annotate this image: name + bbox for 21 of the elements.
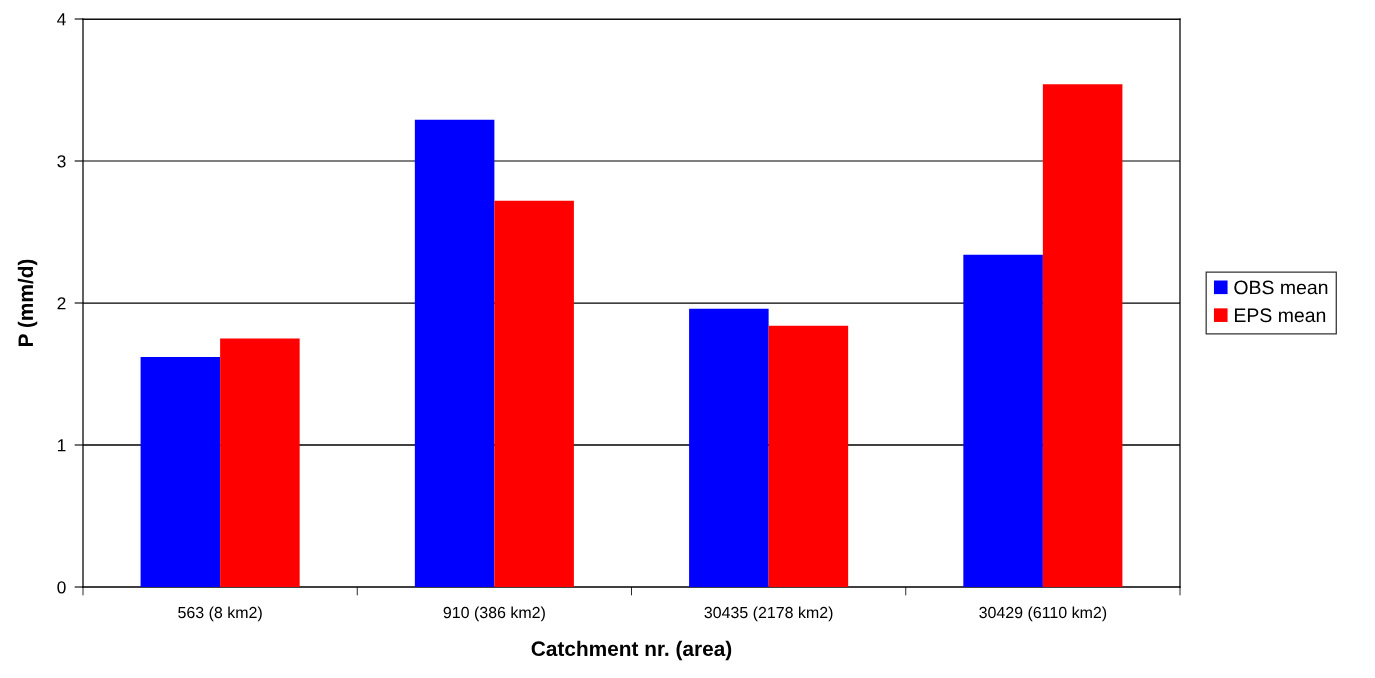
- x-tick-label: 30435 (2178 km2): [704, 606, 833, 622]
- bar: [494, 200, 574, 587]
- y-tick-label: 4: [57, 13, 66, 26]
- x-axis-title: Catchment nr. (area): [531, 640, 732, 661]
- y-axis-title: P (mm/d): [17, 259, 38, 346]
- legend-label: OBS mean: [1234, 280, 1328, 295]
- x-tick-label: 910 (386 km2): [443, 606, 545, 622]
- bar: [963, 254, 1043, 587]
- bar: [689, 308, 769, 587]
- y-tick-label: 2: [57, 297, 66, 310]
- x-tick-label: 563 (8 km2): [178, 606, 262, 622]
- legend-label: EPS mean: [1234, 308, 1326, 323]
- x-tick-label: 30429 (6110 km2): [979, 606, 1107, 622]
- bar: [1042, 84, 1123, 587]
- bar: [768, 325, 849, 587]
- y-tick-label: 0: [57, 581, 66, 594]
- bar: [140, 356, 221, 587]
- y-tick-label: 3: [57, 155, 66, 168]
- bar: [220, 338, 300, 587]
- y-tick-label: 1: [58, 439, 66, 452]
- bar: [414, 119, 495, 587]
